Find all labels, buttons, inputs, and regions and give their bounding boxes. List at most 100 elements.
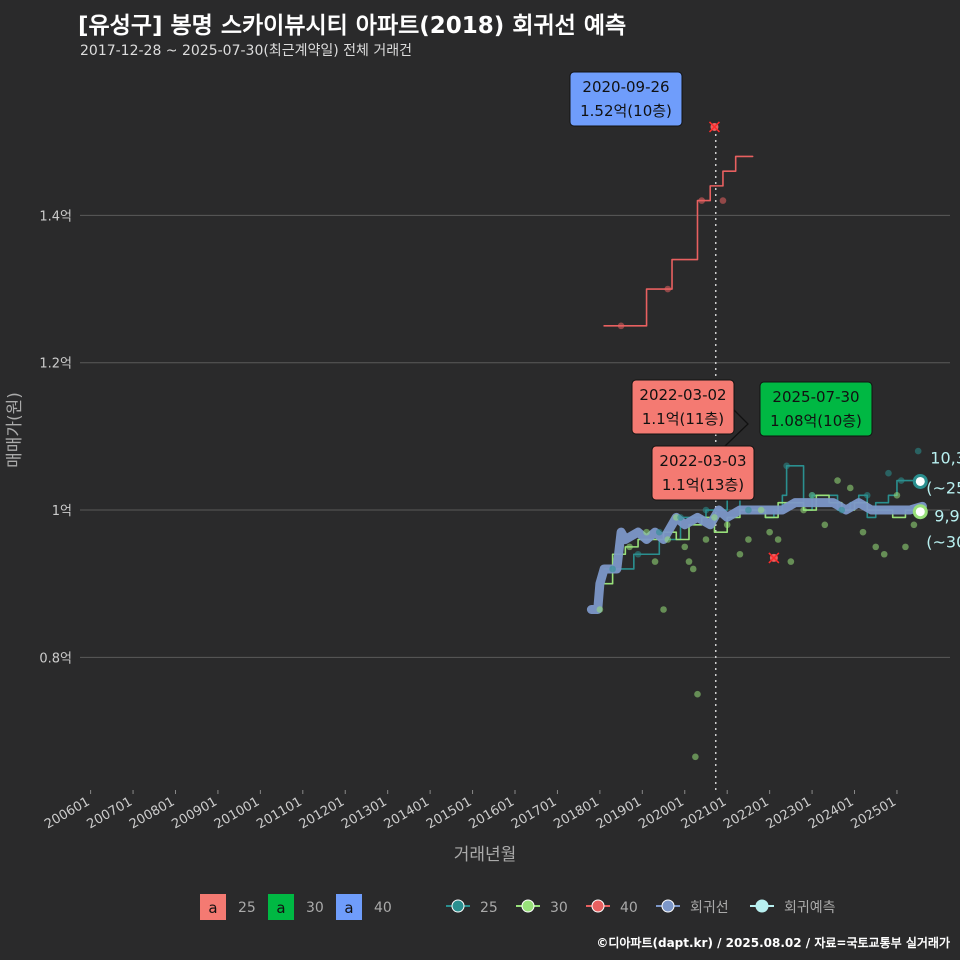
legend-layer: a 25 a 30 a 40 25 30 40 회귀선 회귀예측 xyxy=(200,894,836,920)
x-tick-label: 200701 xyxy=(85,794,135,832)
trade-point xyxy=(677,514,684,521)
trade-point xyxy=(596,606,604,613)
x-axis-title: 거래년월 xyxy=(454,845,517,865)
trade-point xyxy=(766,528,773,536)
x-tick-label: 201601 xyxy=(467,794,517,832)
legend-line-dot xyxy=(451,899,465,913)
x-tick-label: 201001 xyxy=(212,794,262,832)
max-point-cross xyxy=(768,552,780,564)
series-line-s40 xyxy=(603,155,754,327)
points-layer xyxy=(596,123,922,761)
trade-point xyxy=(655,528,663,536)
series-line-s25 xyxy=(603,465,919,570)
trade-point xyxy=(800,506,807,514)
x-tick-label: 202401 xyxy=(806,794,856,832)
trade-point xyxy=(783,462,790,470)
forecast-area: (~30㎡) xyxy=(926,533,960,552)
trade-point xyxy=(774,536,782,543)
trade-point xyxy=(609,565,616,573)
trade-point xyxy=(711,514,718,521)
legend-label-swatch xyxy=(268,894,294,920)
trade-point xyxy=(821,521,829,529)
trade-point xyxy=(910,521,918,529)
trade-point xyxy=(757,506,765,514)
legend-label-swatch xyxy=(336,894,362,920)
max-point-cross xyxy=(708,121,720,133)
forecast-area: (~25㎡) xyxy=(926,478,960,497)
x-tick-label: 202301 xyxy=(764,794,814,832)
series-line-regression xyxy=(586,498,927,614)
trade-point xyxy=(834,477,841,484)
callout-date: 2025-07-30 xyxy=(772,388,859,406)
x-tick-label: 202101 xyxy=(679,794,729,832)
y-tick-label: 0.8억 xyxy=(39,651,72,666)
callout-box xyxy=(631,379,735,435)
x-tick-label: 201901 xyxy=(594,794,644,832)
series-layer xyxy=(586,155,927,614)
legend-label-glyph: a xyxy=(208,899,217,917)
trade-point xyxy=(897,477,905,484)
trade-point xyxy=(745,536,752,543)
trade-point xyxy=(885,469,892,477)
trade-point xyxy=(902,543,909,551)
trade-point xyxy=(719,197,727,204)
x-tick-label: 201501 xyxy=(424,794,474,832)
footer-credit: ©디아파트(dapt.kr) / 2025.08.02 / 자료=국토교통부 실… xyxy=(596,936,950,950)
trade-point xyxy=(634,550,642,558)
x-tick-label: 201401 xyxy=(382,794,432,832)
x-tick-label: 201301 xyxy=(339,794,389,832)
trade-point xyxy=(694,690,701,698)
x-tick-label: 201701 xyxy=(509,794,559,832)
legend-line-dot xyxy=(521,899,535,913)
legend-line-name: 회귀예측 xyxy=(784,900,836,916)
trade-point xyxy=(702,506,710,514)
x-tick-label: 201201 xyxy=(297,794,347,832)
legend-label-glyph: a xyxy=(276,899,285,917)
trade-point xyxy=(838,506,846,514)
callout-box xyxy=(569,71,683,127)
axis-layer: 0.8억1억1.2억1.4억20060120070120080120090120… xyxy=(5,209,899,865)
trade-point xyxy=(702,536,710,543)
trade-point xyxy=(914,447,922,455)
legend-line-dot xyxy=(661,899,675,913)
chart-subtitle: 2017-12-28 ~ 2025-07-30(최근계약일) 전체 거래건 xyxy=(80,43,412,59)
x-tick-label: 200601 xyxy=(42,794,92,832)
legend-label-glyph: a xyxy=(344,899,353,917)
callout-date: 2020-09-26 xyxy=(582,78,669,96)
legend-line-name: 40 xyxy=(620,900,638,916)
trade-point xyxy=(685,558,693,565)
grid-layer xyxy=(80,128,950,790)
x-tick-label: 202501 xyxy=(848,794,898,832)
legend-line-name: 30 xyxy=(550,900,568,916)
trade-point xyxy=(723,521,731,529)
trade-point xyxy=(698,197,706,204)
trade-point xyxy=(872,543,880,551)
legend-line-dot xyxy=(591,899,605,913)
legend-label-name: 40 xyxy=(374,900,392,916)
forecast-marker xyxy=(912,504,928,520)
chart-title: [유성구] 봉명 스카이뷰시티 아파트(2018) 회귀선 예측 xyxy=(78,13,627,39)
legend-label-name: 30 xyxy=(306,900,324,916)
forecast-value: 9,977 xyxy=(934,507,960,526)
trade-point xyxy=(681,543,689,551)
callout-leader xyxy=(724,409,749,447)
forecast-value: 10,388 xyxy=(930,448,960,467)
trade-point xyxy=(660,606,667,613)
legend-line-name: 회귀선 xyxy=(690,900,729,916)
trade-point xyxy=(880,550,888,558)
y-tick-label: 1억 xyxy=(52,504,72,519)
x-tick-label: 201101 xyxy=(254,794,304,832)
callout-text: 1.1억(13층) xyxy=(662,476,744,494)
trade-point xyxy=(664,536,672,543)
callout-date: 2022-03-02 xyxy=(639,386,726,404)
y-axis-title: 매매가(원) xyxy=(5,392,25,468)
trade-point xyxy=(736,550,744,558)
legend-label-swatch xyxy=(200,894,226,920)
x-tick-label: 200901 xyxy=(169,794,219,832)
x-tick-label: 202201 xyxy=(721,794,771,832)
forecast-marker xyxy=(912,473,928,489)
trade-point xyxy=(808,492,816,499)
trade-point xyxy=(689,565,697,573)
x-tick-label: 200801 xyxy=(127,794,177,832)
